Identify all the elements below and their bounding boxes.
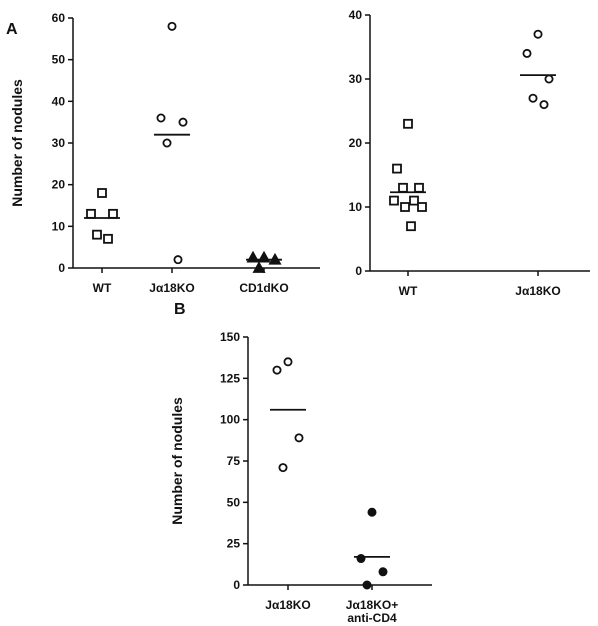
point (283, 357, 293, 367)
point (400, 202, 410, 212)
point (539, 100, 549, 110)
x-tick-label: Jα18KO+ anti-CD4 (345, 598, 399, 625)
point (362, 580, 372, 590)
panel-label: A (6, 21, 18, 38)
y-axis-label: Number of nodules (169, 397, 185, 525)
y-tick-label: 20 (52, 178, 66, 192)
point (162, 138, 172, 148)
point (178, 117, 188, 127)
point (528, 93, 538, 103)
point (378, 567, 388, 577)
y-tick-label: 40 (349, 8, 363, 22)
point (156, 113, 166, 123)
y-tick-label: 40 (52, 94, 66, 108)
y-tick-label: 10 (349, 200, 363, 214)
point (92, 229, 102, 240)
x-tick-label: Jα18KO (515, 284, 561, 298)
point (103, 233, 113, 244)
y-tick-label: 10 (52, 219, 66, 233)
y-tick-label: 0 (233, 578, 240, 592)
point (389, 195, 399, 206)
point (544, 74, 554, 84)
point (108, 208, 118, 219)
point (398, 182, 408, 193)
y-tick-label: 60 (52, 11, 66, 25)
point (414, 182, 424, 193)
point (409, 195, 419, 206)
panel-label: B (174, 301, 186, 318)
point (417, 202, 427, 212)
y-tick-label: 50 (227, 495, 241, 509)
point (278, 463, 288, 473)
point (522, 48, 532, 58)
point (252, 261, 266, 273)
point (294, 433, 304, 443)
y-tick-label: 50 (52, 53, 66, 67)
y-tick-label: 150 (220, 330, 240, 344)
y-tick-label: 20 (349, 136, 363, 150)
y-axis-label: Number of nodules (9, 79, 25, 207)
y-tick-label: 75 (227, 454, 241, 468)
y-tick-label: 0 (58, 261, 65, 275)
x-tick-label: WT (398, 284, 418, 298)
point (97, 188, 107, 198)
point (403, 118, 413, 129)
y-tick-label: 100 (220, 413, 240, 427)
y-tick-label: 25 (227, 537, 241, 551)
point (367, 507, 377, 517)
point (86, 208, 96, 219)
x-tick-label: CD1dKO (239, 281, 289, 295)
x-tick-label: Jα18KO (149, 281, 195, 295)
point (392, 163, 402, 174)
point (406, 221, 416, 232)
y-tick-label: 30 (52, 136, 66, 150)
y-tick-label: 125 (220, 371, 240, 385)
point (167, 21, 177, 31)
x-tick-label: WT (92, 281, 112, 295)
x-tick-label: Jα18KO (265, 598, 311, 612)
y-tick-label: 30 (349, 72, 363, 86)
point (533, 29, 543, 39)
point (272, 365, 282, 375)
y-tick-label: 0 (355, 264, 362, 278)
point (173, 255, 183, 265)
